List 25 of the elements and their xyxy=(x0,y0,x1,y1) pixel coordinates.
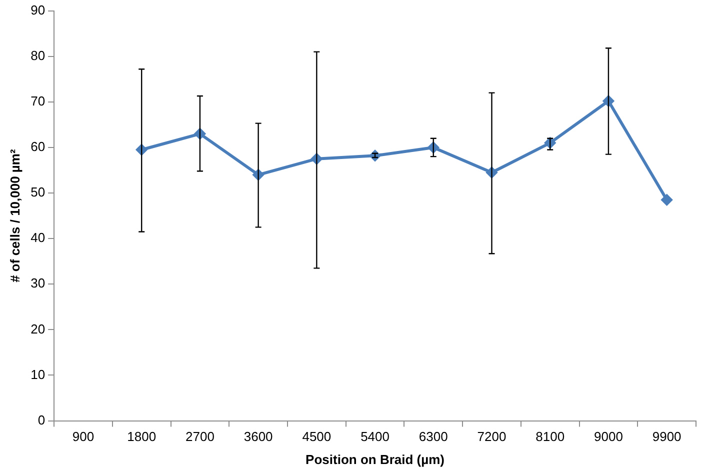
x-tick-label: 3600 xyxy=(244,429,273,444)
x-tick-label: 8100 xyxy=(536,429,565,444)
x-tick-label: 1800 xyxy=(127,429,156,444)
x-tick-label: 5400 xyxy=(360,429,390,444)
x-tick-label: 900 xyxy=(72,429,94,444)
y-tick-label: 0 xyxy=(38,412,46,428)
y-axis-title: # of cells / 10,000 µm² xyxy=(7,148,22,282)
y-tick-label: 40 xyxy=(30,230,46,246)
x-tick-label: 9000 xyxy=(594,429,623,444)
y-tick-label: 70 xyxy=(30,93,46,108)
x-tick-label: 7200 xyxy=(477,429,506,444)
x-axis-title: Position on Braid (µm) xyxy=(306,452,444,467)
y-tick-label: 30 xyxy=(30,276,46,291)
x-tick-label: 9900 xyxy=(652,429,682,444)
x-tick-label: 4500 xyxy=(302,429,332,444)
y-tick-label: 60 xyxy=(30,139,46,154)
point xyxy=(661,194,672,206)
y-tick-label: 10 xyxy=(30,366,46,382)
x-tick-label: 6300 xyxy=(418,429,448,444)
y-tick-label: 50 xyxy=(30,184,46,200)
point xyxy=(370,150,381,162)
x-tick-label: 2700 xyxy=(185,429,214,444)
y-tick-label: 80 xyxy=(30,48,46,63)
y-tick-label: 20 xyxy=(30,321,46,336)
y-tick-label: 90 xyxy=(30,2,46,18)
